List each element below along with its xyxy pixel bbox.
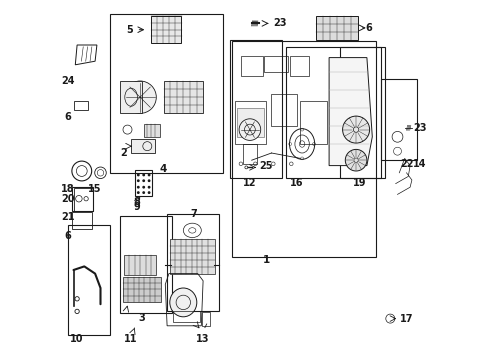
Text: 6: 6 [365, 23, 371, 33]
Bar [134, 170, 152, 196]
Bar [172, 311, 199, 322]
Ellipse shape [137, 186, 139, 188]
Ellipse shape [148, 180, 149, 181]
Text: 8: 8 [133, 197, 140, 207]
Text: 2: 2 [121, 148, 127, 158]
Text: 18: 18 [61, 184, 75, 194]
Ellipse shape [142, 186, 144, 188]
Text: 21: 21 [61, 212, 75, 222]
Text: 4: 4 [160, 164, 167, 174]
Bar [167, 214, 219, 311]
Bar [231, 41, 375, 257]
Text: 13: 13 [196, 334, 209, 344]
Text: 14: 14 [412, 159, 426, 169]
Text: 10: 10 [70, 334, 83, 344]
Bar [120, 216, 172, 313]
Polygon shape [328, 58, 371, 166]
Ellipse shape [123, 81, 156, 113]
Text: 20: 20 [61, 194, 75, 204]
Bar [120, 81, 142, 113]
Bar [122, 277, 160, 302]
Bar [72, 212, 91, 229]
Bar [143, 124, 160, 137]
Ellipse shape [142, 174, 144, 176]
Text: 15: 15 [88, 184, 102, 194]
Text: 7: 7 [190, 209, 197, 219]
Text: 6: 6 [64, 231, 71, 241]
Bar [131, 139, 154, 153]
Bar [241, 56, 262, 76]
Ellipse shape [342, 116, 369, 143]
Text: 5: 5 [126, 25, 133, 35]
Bar [237, 108, 264, 137]
Text: 23: 23 [273, 18, 286, 28]
Text: 17: 17 [400, 314, 413, 324]
Ellipse shape [137, 192, 139, 193]
Ellipse shape [137, 180, 139, 181]
Bar [381, 79, 416, 160]
Bar [235, 101, 265, 144]
Bar [202, 312, 209, 326]
Ellipse shape [169, 288, 196, 317]
Text: 25: 25 [259, 161, 273, 171]
Bar [68, 225, 109, 335]
Ellipse shape [239, 119, 260, 140]
Ellipse shape [137, 174, 139, 176]
Text: 19: 19 [352, 178, 366, 188]
Bar [109, 14, 223, 173]
Bar [230, 40, 282, 178]
Text: 11: 11 [124, 334, 138, 344]
Bar [300, 101, 326, 144]
Text: 24: 24 [61, 76, 75, 86]
Ellipse shape [148, 186, 149, 188]
Bar [264, 56, 287, 72]
Ellipse shape [345, 149, 366, 171]
Bar [285, 47, 384, 178]
Bar [73, 188, 93, 211]
Bar [316, 16, 357, 40]
Text: 9: 9 [133, 202, 140, 212]
Text: 3: 3 [138, 313, 145, 323]
Bar [123, 255, 156, 275]
Ellipse shape [142, 180, 144, 181]
Text: 12: 12 [243, 178, 256, 188]
Text: 22: 22 [400, 159, 413, 169]
Text: 1: 1 [262, 255, 269, 265]
Bar [151, 16, 181, 43]
Ellipse shape [142, 192, 144, 193]
Bar [289, 56, 309, 76]
Text: 16: 16 [289, 178, 303, 188]
Bar [72, 187, 93, 211]
Ellipse shape [148, 192, 149, 193]
Bar [73, 101, 88, 110]
Bar [242, 144, 257, 164]
Bar [163, 81, 203, 113]
Bar [339, 47, 381, 178]
Bar [170, 239, 215, 274]
Text: 6: 6 [64, 112, 71, 122]
Text: 23: 23 [412, 123, 426, 133]
Ellipse shape [148, 174, 149, 176]
Bar [271, 94, 296, 126]
